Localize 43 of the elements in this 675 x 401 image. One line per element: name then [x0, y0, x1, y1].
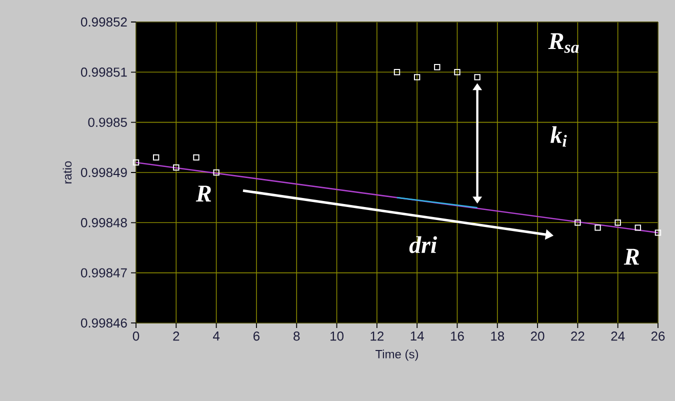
- y-tick-label: 0.99849: [80, 168, 127, 178]
- annotation: R: [196, 186, 211, 202]
- point: [474, 74, 480, 80]
- point: [394, 69, 400, 76]
- x-tick-label: 6: [254, 332, 260, 341]
- x-tick-label: 12: [370, 332, 384, 341]
- point: [594, 224, 601, 231]
- point: [654, 230, 662, 236]
- annotation: R: [624, 248, 639, 265]
- x-tick-label: 24: [611, 332, 625, 341]
- x-tick-label: 16: [450, 332, 464, 341]
- annotation: dri: [409, 236, 437, 254]
- point: [213, 169, 220, 176]
- x-tick-label: 20: [530, 332, 544, 341]
- x-axis-title: Time (s): [375, 350, 418, 361]
- x-tick-label: 0: [132, 332, 140, 341]
- annotation: k$_{i}$: [550, 126, 567, 147]
- annotation: R$_{sa}$: [548, 33, 579, 53]
- point: [132, 159, 140, 166]
- point: [614, 220, 621, 226]
- x-tick-label: 18: [491, 332, 504, 341]
- y-tick-label: 0.99846: [80, 318, 127, 328]
- point: [414, 74, 420, 80]
- y-axis-title: ratio: [62, 161, 72, 184]
- x-tick-label: 2: [173, 332, 180, 341]
- point: [634, 224, 642, 231]
- x-tick-label: 4: [212, 332, 220, 340]
- x-tick-label: 22: [571, 332, 584, 341]
- y-tick-label: 0.9985: [88, 118, 127, 127]
- point: [193, 154, 200, 161]
- x-tick-label: 26: [651, 332, 665, 341]
- x-tick-label: 14: [410, 332, 424, 340]
- y-tick-label: 0.99848: [80, 218, 127, 228]
- y-tick-label: 0.99847: [80, 268, 127, 278]
- x-tick-label: 10: [330, 332, 344, 341]
- point: [434, 64, 440, 70]
- x-tick-label: 8: [294, 332, 300, 341]
- y-tick-label: 0.99851: [80, 68, 127, 77]
- point: [574, 220, 581, 226]
- point: [173, 164, 180, 171]
- point: [152, 154, 160, 161]
- point: [454, 69, 460, 76]
- y-tick-label: 0.99852: [80, 17, 127, 27]
